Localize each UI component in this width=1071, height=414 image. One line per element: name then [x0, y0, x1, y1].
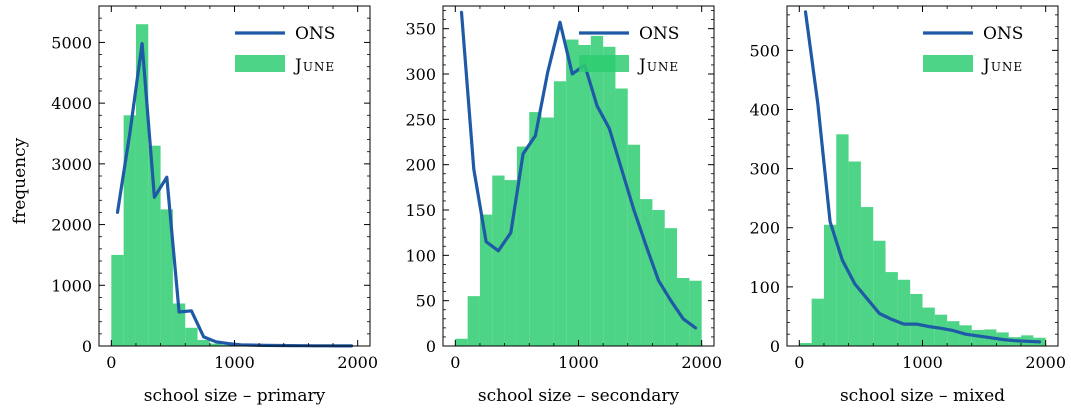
panel-2: 0 1000 2000 0 50 100 150 200 250 300 350 school siz…: [405, 5, 722, 406]
y-tick-label: 0: [82, 337, 92, 356]
y-tick-label: 1000: [51, 276, 92, 295]
bar: [197, 339, 210, 346]
legend-label-june: June: [981, 56, 1023, 76]
bar: [222, 344, 235, 346]
y-tick-label: 50: [416, 292, 436, 311]
legend-bar-swatch: [923, 55, 973, 72]
y-tick-label: 5000: [51, 33, 92, 52]
x-tick-label: 1000: [902, 353, 943, 372]
bar: [615, 88, 628, 347]
x-tick-label: 0: [106, 353, 116, 372]
bar: [566, 39, 579, 347]
x-tick-label: 0: [794, 353, 804, 372]
bar: [799, 343, 812, 346]
y-tick-label: 100: [405, 246, 436, 265]
y-tick-label: 0: [426, 337, 436, 356]
y-tick-label: 200: [749, 219, 780, 238]
bar: [492, 175, 505, 346]
x-tick-label: 2000: [337, 353, 378, 372]
bar: [823, 224, 837, 346]
y-tick-label: 100: [749, 278, 780, 297]
bar: [160, 209, 173, 346]
x-axis-label: school size – secondary: [478, 386, 680, 406]
bar: [209, 343, 223, 346]
bar: [836, 134, 849, 346]
bar: [553, 81, 567, 347]
bar: [529, 112, 542, 346]
bar: [897, 279, 911, 346]
bar: [860, 207, 874, 346]
bar: [590, 35, 604, 347]
y-tick-label: 400: [749, 100, 780, 119]
bar: [811, 298, 824, 346]
y-tick-label: 200: [405, 156, 436, 175]
bar: [148, 145, 161, 346]
bar: [603, 46, 616, 347]
bar: [479, 214, 493, 346]
bar: [677, 278, 690, 346]
x-axis-label: school size – primary: [144, 386, 326, 406]
y-tick-label: 250: [405, 110, 436, 129]
bar: [885, 272, 898, 346]
x-tick-label: 2000: [1025, 353, 1066, 372]
bar: [541, 117, 554, 347]
bar: [135, 24, 149, 346]
bar: [848, 161, 861, 346]
legend-label-june: June: [637, 56, 679, 76]
bar: [516, 146, 530, 346]
legend-bar-swatch: [235, 55, 285, 72]
bar: [934, 314, 948, 346]
y-tick-label: 4000: [51, 94, 92, 113]
y-axis-label: frequency: [10, 137, 30, 224]
x-tick-label: 0: [450, 353, 460, 372]
bar: [172, 303, 186, 346]
bar: [578, 44, 591, 347]
bar: [185, 327, 198, 346]
bar: [910, 293, 923, 346]
ons-line: [803, 10, 1042, 344]
y-tick-label: 2000: [51, 216, 92, 235]
y-tick-label: 350: [405, 20, 436, 39]
panel-1: 0 1000 2000 0 1000 2000 3000 4000 5000 school siz…: [51, 5, 378, 406]
bar: [947, 321, 960, 346]
legend-label-ons: ONS: [639, 24, 679, 44]
legend-label-ons: ONS: [295, 24, 335, 44]
bar: [640, 199, 653, 346]
panel-3: 0 1000 2000 0 100 200 300 400 500 school size – m…: [749, 5, 1066, 406]
bar: [873, 240, 886, 346]
x-axis-label: school size – mixed: [840, 386, 1005, 406]
legend-label-ons: ONS: [983, 24, 1023, 44]
legend-bar-swatch: [579, 55, 629, 72]
bar: [627, 144, 641, 346]
y-tick-label: 3000: [51, 155, 92, 174]
bar: [111, 254, 124, 346]
x-tick-label: 2000: [681, 353, 722, 372]
bar: [455, 338, 468, 346]
y-tick-label: 150: [405, 201, 436, 220]
y-tick-label: 500: [749, 41, 780, 60]
x-tick-label: 1000: [558, 353, 599, 372]
y-tick-label: 0: [770, 337, 780, 356]
legend-label-june: June: [293, 56, 335, 76]
bar: [467, 296, 480, 346]
y-tick-label: 300: [405, 65, 436, 84]
bar: [689, 280, 702, 346]
x-tick-label: 1000: [214, 353, 255, 372]
y-tick-label: 300: [749, 160, 780, 179]
ons-line: [459, 10, 698, 330]
bar: [664, 228, 678, 346]
bar: [123, 115, 136, 347]
